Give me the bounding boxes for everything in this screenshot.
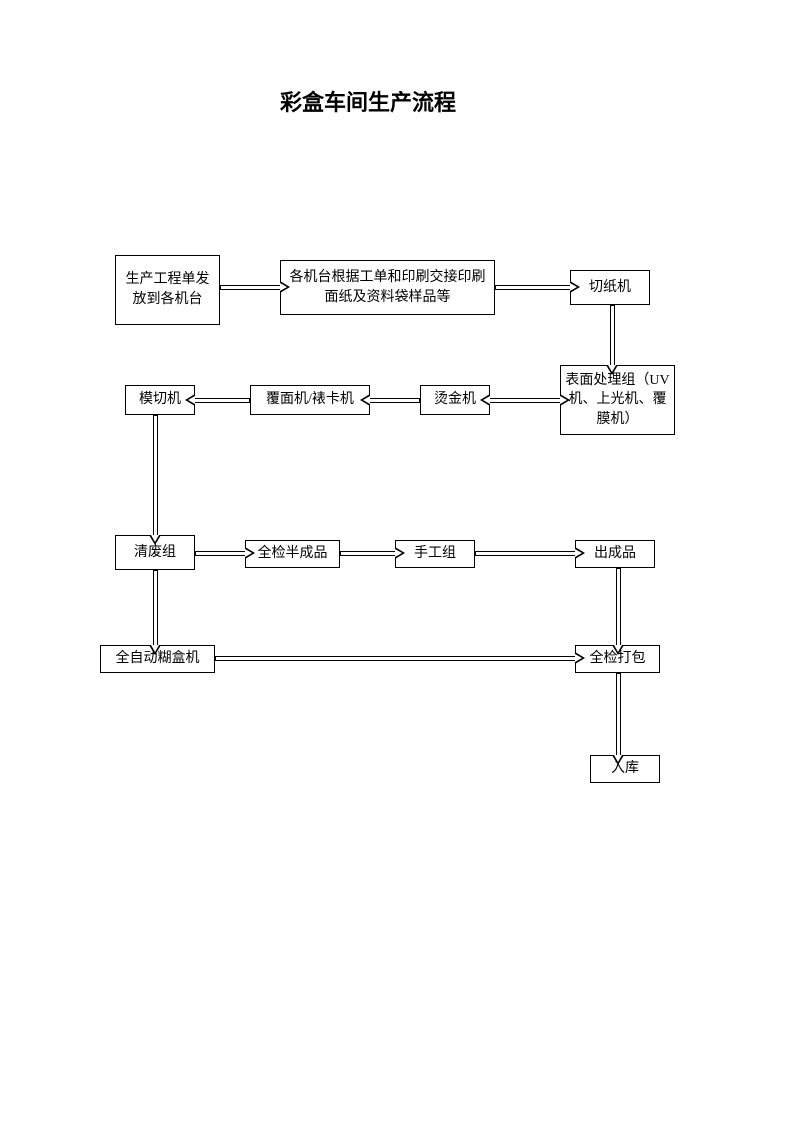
flowchart-node: 表面处理组（UV 机、上光机、覆膜机） — [560, 365, 675, 435]
flowchart-node: 覆面机/裱卡机 — [250, 385, 370, 415]
flowchart-node: 入库 — [590, 755, 660, 783]
flowchart-node: 各机台根据工单和印刷交接印刷面纸及资料袋样品等 — [280, 260, 495, 315]
flowchart-node: 出成品 — [575, 540, 655, 568]
flowchart-node: 全检半成品 — [245, 540, 340, 568]
flowchart-node: 切纸机 — [570, 270, 650, 305]
flowchart-node: 手工组 — [395, 540, 475, 568]
flowchart-node: 生产工程单发放到各机台 — [115, 255, 220, 325]
diagram-title: 彩盒车间生产流程 — [280, 85, 456, 117]
